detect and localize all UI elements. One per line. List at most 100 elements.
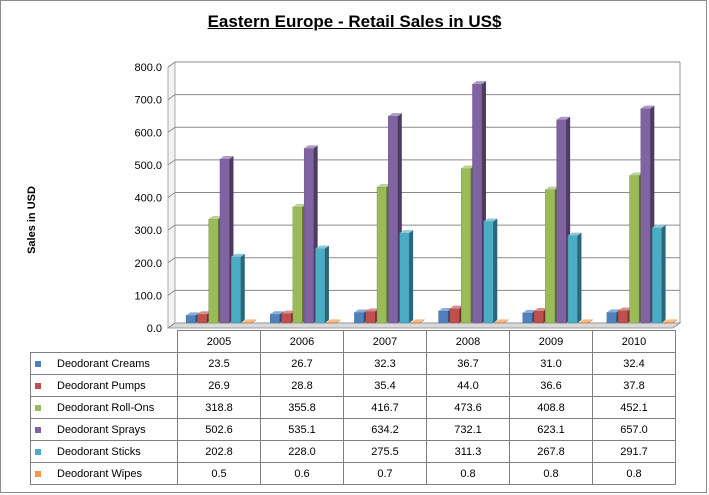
data-label: 0.6 bbox=[260, 462, 344, 485]
series-name: Deodorant Roll-Ons bbox=[57, 401, 155, 414]
bar-front bbox=[270, 314, 280, 324]
data-label: 267.8 bbox=[509, 440, 593, 463]
bar-side bbox=[252, 319, 257, 323]
data-label: 0.5 bbox=[177, 462, 261, 485]
data-label: 35.4 bbox=[343, 374, 427, 397]
bar-top bbox=[629, 172, 644, 176]
data-label: 318.8 bbox=[177, 396, 261, 419]
gridline-depth bbox=[167, 126, 176, 133]
bar-front bbox=[545, 189, 556, 324]
data-label: 355.8 bbox=[260, 396, 344, 419]
legend-swatch bbox=[35, 404, 41, 411]
bar-front bbox=[522, 312, 533, 324]
bar-top bbox=[270, 311, 284, 315]
bar-top bbox=[606, 309, 621, 313]
legend-entry: Deodorant Sticks bbox=[30, 440, 178, 463]
data-label: 228.0 bbox=[260, 440, 344, 463]
bar-top bbox=[281, 310, 296, 314]
data-label: 32.4 bbox=[592, 352, 676, 375]
bar-top bbox=[388, 113, 402, 117]
bar-top bbox=[640, 105, 655, 109]
data-label: 623.1 bbox=[509, 418, 593, 441]
table-row: Deodorant Roll-Ons 318.8 355.8 416.7 473.6 40… bbox=[30, 396, 676, 419]
data-label: 657.0 bbox=[592, 418, 676, 441]
table-row: Deodorant Pumps 26.9 28.8 35.4 44.0 36.6 37.8 bbox=[30, 374, 676, 397]
bar-front bbox=[579, 322, 589, 324]
bar-top bbox=[618, 307, 632, 311]
bar-side bbox=[409, 230, 414, 323]
legend-swatch bbox=[35, 382, 41, 389]
gridline-depth bbox=[167, 224, 176, 231]
bar-side bbox=[240, 253, 245, 323]
data-label: 0.8 bbox=[509, 462, 593, 485]
bar-front bbox=[460, 168, 471, 324]
legend-entry: Deodorant Sprays bbox=[30, 418, 178, 441]
bar-front bbox=[556, 119, 567, 324]
category-label: 2008 bbox=[426, 330, 510, 353]
series-name: Deodorant Creams bbox=[57, 357, 150, 370]
data-label: 26.9 bbox=[177, 374, 261, 397]
data-table: 2005 2006 2007 2008 2009 2010 Deodorant Creams… bbox=[30, 330, 676, 485]
data-label: 36.7 bbox=[426, 352, 510, 375]
bar-top bbox=[292, 203, 307, 207]
data-label: 473.6 bbox=[426, 396, 510, 419]
table-row: Deodorant Wipes 0.5 0.6 0.7 0.8 0.8 0.8 bbox=[30, 462, 676, 485]
bar-front bbox=[292, 206, 303, 324]
bar-front bbox=[640, 108, 651, 324]
table-header-row: 2005 2006 2007 2008 2009 2010 bbox=[31, 330, 676, 353]
bar-top bbox=[579, 319, 593, 323]
bar-front bbox=[533, 310, 544, 324]
data-label: 502.6 bbox=[177, 418, 261, 441]
data-label: 26.7 bbox=[260, 352, 344, 375]
series-name: Deodorant Sprays bbox=[57, 423, 146, 436]
legend-swatch bbox=[35, 470, 41, 477]
gridline-depth bbox=[167, 290, 176, 296]
data-label: 32.3 bbox=[343, 352, 427, 375]
bar-front bbox=[399, 232, 410, 324]
bar-front bbox=[219, 158, 230, 324]
series-name: Deodorant Sticks bbox=[57, 445, 141, 458]
y-tick-label: 800.0 bbox=[134, 62, 162, 74]
data-label: 36.6 bbox=[509, 374, 593, 397]
data-label: 23.5 bbox=[177, 352, 261, 375]
bar-front bbox=[197, 314, 208, 324]
category-label: 2005 bbox=[177, 330, 261, 353]
bar-front bbox=[438, 310, 449, 324]
gridline-depth bbox=[167, 94, 176, 100]
bar-top bbox=[449, 305, 464, 309]
category-label: 2009 bbox=[509, 330, 593, 353]
bar-front bbox=[365, 311, 376, 324]
bar-front bbox=[315, 248, 326, 324]
category-label: 2007 bbox=[343, 330, 427, 353]
bar-top bbox=[365, 308, 380, 312]
bar-top bbox=[186, 312, 200, 316]
legend-swatch bbox=[35, 448, 41, 455]
bar-top bbox=[197, 311, 211, 315]
bar-side bbox=[420, 319, 425, 323]
data-label: 275.5 bbox=[343, 440, 427, 463]
legend-entry: Deodorant Wipes bbox=[30, 462, 178, 485]
y-tick-label: 300.0 bbox=[134, 225, 162, 237]
bar-front bbox=[494, 322, 505, 324]
bar-top bbox=[242, 319, 257, 323]
bar-top bbox=[410, 319, 425, 323]
y-tick-label: 100.0 bbox=[134, 290, 162, 302]
bar-front bbox=[472, 83, 483, 324]
plot-floor bbox=[166, 322, 682, 329]
bar-front bbox=[208, 218, 219, 324]
bar-top bbox=[545, 186, 559, 190]
y-tick-label: 200.0 bbox=[134, 258, 162, 270]
bar-front bbox=[483, 221, 494, 324]
data-label: 408.8 bbox=[509, 396, 593, 419]
bar-top bbox=[534, 308, 548, 312]
bar-front bbox=[651, 227, 662, 324]
bar-front bbox=[242, 322, 253, 324]
data-label: 202.8 bbox=[177, 440, 261, 463]
bar-top bbox=[326, 319, 341, 323]
bar-top bbox=[522, 309, 537, 313]
data-label: 634.2 bbox=[343, 418, 427, 441]
legend-swatch bbox=[35, 360, 41, 367]
table-corner bbox=[31, 331, 178, 353]
gridline-depth bbox=[167, 192, 176, 198]
bar-front bbox=[567, 235, 578, 324]
